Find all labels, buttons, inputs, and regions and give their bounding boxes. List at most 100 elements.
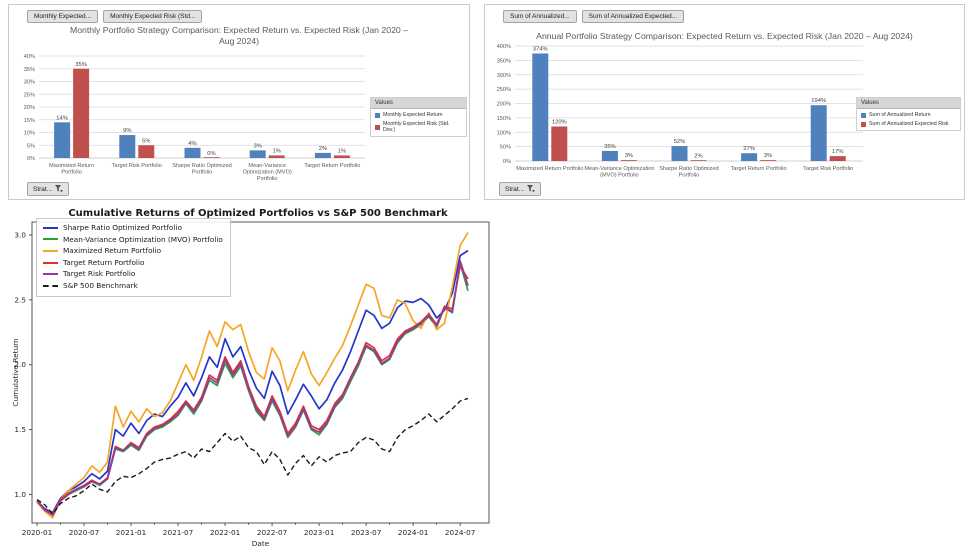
- y-axis-label: Cumulative Return: [11, 338, 20, 406]
- legend-header: Values: [371, 98, 466, 109]
- bar: [138, 145, 155, 158]
- annual-legend: Values Sum of Annualized Return Sum of An…: [856, 97, 961, 131]
- line-chart-legend: Sharpe Ratio Optimized Portfolio Mean-Var…: [36, 218, 231, 297]
- svg-text:2020-07: 2020-07: [69, 528, 100, 537]
- svg-text:20%: 20%: [24, 105, 35, 111]
- series-line: [36, 397, 469, 515]
- svg-text:17%: 17%: [832, 149, 844, 155]
- legend-items: Sum of Annualized Return Sum of Annualize…: [857, 112, 960, 127]
- svg-text:2%: 2%: [694, 153, 702, 159]
- svg-text:35%: 35%: [604, 144, 616, 150]
- pivot-field-button-annual-return[interactable]: Sum of Annualized...: [503, 10, 577, 23]
- svg-text:2023-01: 2023-01: [304, 528, 335, 537]
- svg-text:1.0: 1.0: [14, 490, 26, 499]
- svg-text:5%: 5%: [27, 143, 35, 149]
- monthly-chart-title: Monthly Portfolio Strategy Comparison: E…: [69, 25, 408, 46]
- monthly-chart-panel: Monthly Expected... Monthly Expected Ris…: [8, 4, 470, 200]
- legend-swatch: [375, 124, 380, 130]
- svg-text:3%: 3%: [625, 153, 633, 159]
- svg-text:10%: 10%: [24, 131, 35, 137]
- legend-header: Values: [857, 98, 960, 109]
- svg-text:40%: 40%: [24, 54, 35, 60]
- svg-text:3%: 3%: [764, 153, 772, 159]
- bar: [671, 146, 688, 161]
- bar: [333, 155, 350, 158]
- svg-text:100%: 100%: [497, 130, 511, 136]
- svg-text:1%: 1%: [273, 148, 281, 154]
- svg-text:2.5: 2.5: [14, 295, 26, 304]
- legend-line-swatch: [43, 261, 58, 264]
- series-line: [36, 260, 469, 517]
- legend-line-swatch: [43, 238, 58, 241]
- svg-text:200%: 200%: [497, 102, 511, 108]
- svg-text:194%: 194%: [811, 98, 826, 104]
- filter-funnel-icon: [527, 185, 536, 193]
- svg-text:0%: 0%: [207, 151, 215, 157]
- legend-label: S&P 500 Benchmark: [63, 280, 138, 290]
- legend-item: Sum of Annualized Return: [861, 112, 956, 118]
- legend-label: Maximized Return Portfolio: [63, 246, 162, 256]
- category-label: Mean-Variance Optimization (MVO) Portfolio: [243, 163, 292, 182]
- strategy-filter-label: Strat...: [33, 185, 53, 193]
- legend-label: Sum of Annualized Return: [869, 112, 931, 118]
- svg-text:300%: 300%: [497, 73, 511, 79]
- bar: [810, 105, 827, 161]
- pivot-field-button-monthly-risk[interactable]: Monthly Expected Risk (Std...: [103, 10, 203, 23]
- svg-text:2.0: 2.0: [14, 360, 26, 369]
- legend-line-swatch: [43, 273, 58, 276]
- filter-funnel-icon: [55, 185, 64, 193]
- legend-item: S&P 500 Benchmark: [43, 280, 223, 292]
- legend-label: Target Return Portfolio: [63, 257, 145, 267]
- cumulative-returns-line-chart: 1.0 1.5 2.0 2.5 3.0 2020-01 2020-07 2021-01 2021…: [11, 221, 490, 548]
- svg-text:52%: 52%: [674, 139, 686, 145]
- pivot-field-button-monthly-return[interactable]: Monthly Expected...: [27, 10, 99, 23]
- legend-swatch: [861, 112, 866, 118]
- svg-text:2021-01: 2021-01: [116, 528, 147, 537]
- svg-text:9%: 9%: [123, 128, 131, 134]
- svg-text:400%: 400%: [497, 44, 511, 50]
- series-line: [36, 231, 469, 519]
- bar: [314, 152, 331, 158]
- legend-label: Sum of Annualized Expected Risk: [869, 121, 949, 127]
- series-line: [36, 249, 469, 514]
- svg-text:0%: 0%: [27, 156, 35, 162]
- svg-text:1.5: 1.5: [14, 425, 26, 434]
- annual-chart-title: Annual Portfolio Strategy Comparison: Ex…: [536, 31, 913, 41]
- category-label: Target Return Portfolio: [304, 163, 360, 169]
- legend-swatch: [861, 121, 866, 127]
- legend-item: Monthly Expected Return: [375, 112, 462, 118]
- svg-text:3%: 3%: [254, 143, 262, 149]
- svg-text:350%: 350%: [497, 58, 511, 64]
- category-label: Mean-Variance Optimization (MVO) Portfoli…: [584, 166, 654, 179]
- legend-swatch: [375, 112, 380, 118]
- svg-text:14%: 14%: [56, 115, 68, 121]
- svg-text:374%: 374%: [533, 46, 548, 52]
- monthly-bar-chart: 0% 5% 10% 15% 20% 25% 30% 35% 40% 14% 35% Maximized…: [24, 54, 365, 182]
- svg-text:50%: 50%: [500, 145, 511, 151]
- x-axis-label: Date: [252, 539, 270, 548]
- bar: [741, 153, 758, 161]
- svg-text:250%: 250%: [497, 87, 511, 93]
- strategy-filter-button[interactable]: Strat...: [27, 182, 70, 196]
- svg-text:3.0: 3.0: [14, 230, 26, 239]
- category-label: Maximized Return Portfolio: [516, 166, 583, 172]
- bar: [690, 160, 707, 161]
- svg-text:2020-01: 2020-01: [22, 528, 53, 537]
- legend-label: Target Risk Portfolio: [63, 269, 136, 279]
- svg-text:30%: 30%: [24, 80, 35, 86]
- legend-label: Monthly Expected Return: [383, 112, 443, 118]
- bar: [119, 135, 136, 158]
- svg-text:25%: 25%: [24, 92, 35, 98]
- annual-bar-chart: 0% 50% 100% 150% 200% 250% 300% 350% 400% 374% 120…: [497, 44, 863, 179]
- legend-item: Maximized Return Portfolio: [43, 245, 223, 257]
- pivot-field-button-annual-risk[interactable]: Sum of Annualized Expected...: [581, 10, 685, 23]
- strategy-filter-button[interactable]: Strat...: [499, 182, 542, 196]
- legend-line-swatch: [43, 249, 58, 252]
- svg-text:2024-07: 2024-07: [445, 528, 476, 537]
- bar: [54, 122, 71, 158]
- legend-item: Target Return Portfolio: [43, 257, 223, 269]
- svg-text:2021-07: 2021-07: [163, 528, 194, 537]
- category-label: Sharpe Ratio Optimized Portfolio: [659, 166, 718, 179]
- bar: [73, 68, 90, 158]
